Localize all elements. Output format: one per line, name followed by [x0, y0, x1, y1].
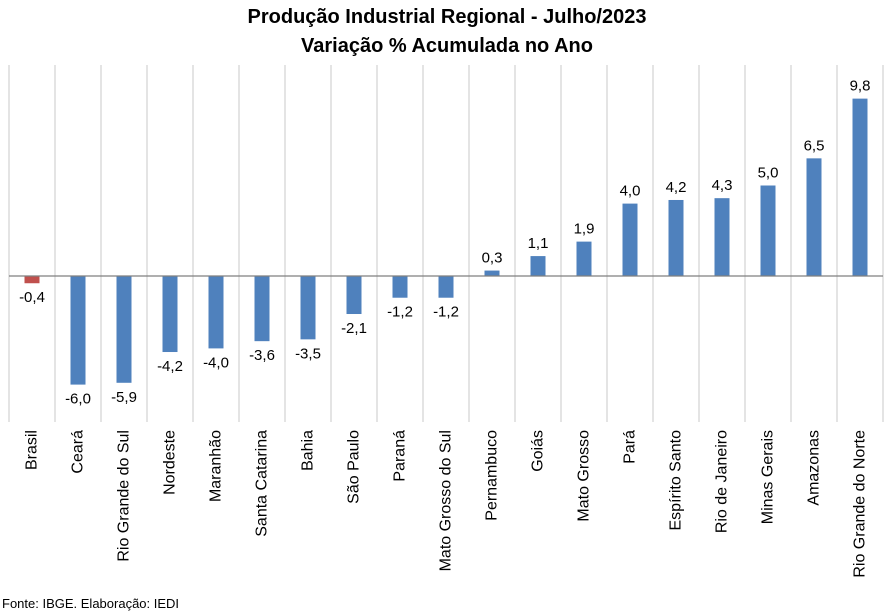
data-label: 1,1: [528, 235, 549, 252]
category-label: Rio de Janeiro: [714, 430, 731, 533]
chart-title: Produção Industrial Regional - Julho/202…: [247, 6, 647, 28]
data-label: -6,0: [65, 391, 91, 408]
category-label: Minas Gerais: [760, 430, 777, 524]
bar: [576, 241, 592, 276]
data-label: -3,5: [295, 345, 321, 362]
data-label: 6,5: [804, 137, 825, 154]
data-label: 4,3: [712, 177, 733, 194]
bar: [70, 276, 86, 385]
category-label: Amazonas: [806, 430, 823, 506]
data-label: 4,0: [620, 183, 641, 200]
data-label: 4,2: [666, 179, 687, 196]
data-label: -0,4: [19, 289, 45, 306]
bar: [162, 276, 178, 353]
data-label: -1,2: [433, 304, 459, 321]
data-label: 9,8: [850, 78, 871, 95]
category-label: Bahia: [300, 430, 317, 471]
bar: [254, 276, 270, 342]
category-label: São Paulo: [346, 430, 363, 504]
category-label: Espírito Santo: [668, 430, 685, 531]
category-label: Paraná: [392, 430, 409, 482]
bar: [852, 98, 868, 277]
bar: [24, 276, 40, 284]
category-label: Mato Grosso do Sul: [438, 430, 455, 571]
data-label: -4,0: [203, 354, 229, 371]
category-label: Mato Grosso: [576, 430, 593, 522]
category-label: Brasil: [24, 430, 41, 470]
data-label: 5,0: [758, 165, 779, 182]
data-label: -4,2: [157, 358, 183, 375]
data-label: 1,9: [574, 221, 595, 238]
bar: [714, 198, 730, 276]
category-label: Rio Grande do Sul: [116, 430, 133, 562]
data-label: -5,9: [111, 389, 137, 406]
category-label: Pernambuco: [484, 430, 501, 521]
bar: [346, 276, 362, 315]
bar: [622, 203, 638, 276]
bar: [760, 185, 776, 276]
bar: [530, 256, 546, 276]
data-label: -2,1: [341, 320, 367, 337]
category-label: Pará: [622, 430, 639, 464]
bar: [484, 270, 500, 276]
data-label: -3,6: [249, 347, 275, 364]
bar: [392, 276, 408, 298]
bar: [806, 158, 822, 276]
bar: [300, 276, 316, 340]
bar: [116, 276, 132, 383]
category-label: Maranhão: [208, 430, 225, 502]
chart-subtitle: Variação % Acumulada no Ano: [301, 35, 593, 57]
data-label: -1,2: [387, 304, 413, 321]
bar: [668, 199, 684, 276]
category-label: Ceará: [70, 430, 87, 474]
source-note: Fonte: IBGE. Elaboração: IEDI: [2, 596, 180, 611]
bar: [208, 276, 224, 349]
bar: [438, 276, 454, 298]
category-label: Goiás: [530, 430, 547, 472]
category-label: Rio Grande do Norte: [852, 430, 869, 578]
data-label: 0,3: [482, 250, 503, 267]
category-label: Santa Catarina: [254, 430, 271, 537]
category-label: Nordeste: [162, 430, 179, 495]
